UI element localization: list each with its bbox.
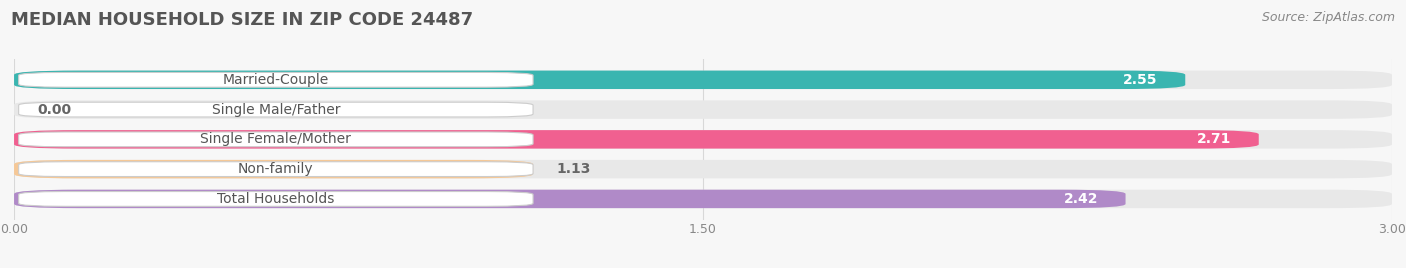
Text: 2.42: 2.42 xyxy=(1063,192,1098,206)
Text: MEDIAN HOUSEHOLD SIZE IN ZIP CODE 24487: MEDIAN HOUSEHOLD SIZE IN ZIP CODE 24487 xyxy=(11,11,474,29)
FancyBboxPatch shape xyxy=(18,192,533,206)
Text: 2.55: 2.55 xyxy=(1123,73,1157,87)
Text: Single Male/Father: Single Male/Father xyxy=(212,103,340,117)
Text: 0.00: 0.00 xyxy=(37,103,72,117)
FancyBboxPatch shape xyxy=(18,132,533,147)
FancyBboxPatch shape xyxy=(18,72,533,87)
Text: Source: ZipAtlas.com: Source: ZipAtlas.com xyxy=(1261,11,1395,24)
FancyBboxPatch shape xyxy=(14,70,1392,89)
FancyBboxPatch shape xyxy=(14,190,1392,208)
FancyBboxPatch shape xyxy=(14,70,1185,89)
FancyBboxPatch shape xyxy=(18,102,533,117)
FancyBboxPatch shape xyxy=(14,190,1126,208)
Text: Single Female/Mother: Single Female/Mother xyxy=(201,132,352,146)
FancyBboxPatch shape xyxy=(14,160,533,178)
Text: 1.13: 1.13 xyxy=(555,162,591,176)
FancyBboxPatch shape xyxy=(14,100,1392,119)
Text: Married-Couple: Married-Couple xyxy=(222,73,329,87)
Text: 2.71: 2.71 xyxy=(1197,132,1232,146)
FancyBboxPatch shape xyxy=(14,160,1392,178)
FancyBboxPatch shape xyxy=(14,130,1258,148)
Text: Non-family: Non-family xyxy=(238,162,314,176)
FancyBboxPatch shape xyxy=(14,130,1392,148)
FancyBboxPatch shape xyxy=(18,162,533,177)
Text: Total Households: Total Households xyxy=(217,192,335,206)
